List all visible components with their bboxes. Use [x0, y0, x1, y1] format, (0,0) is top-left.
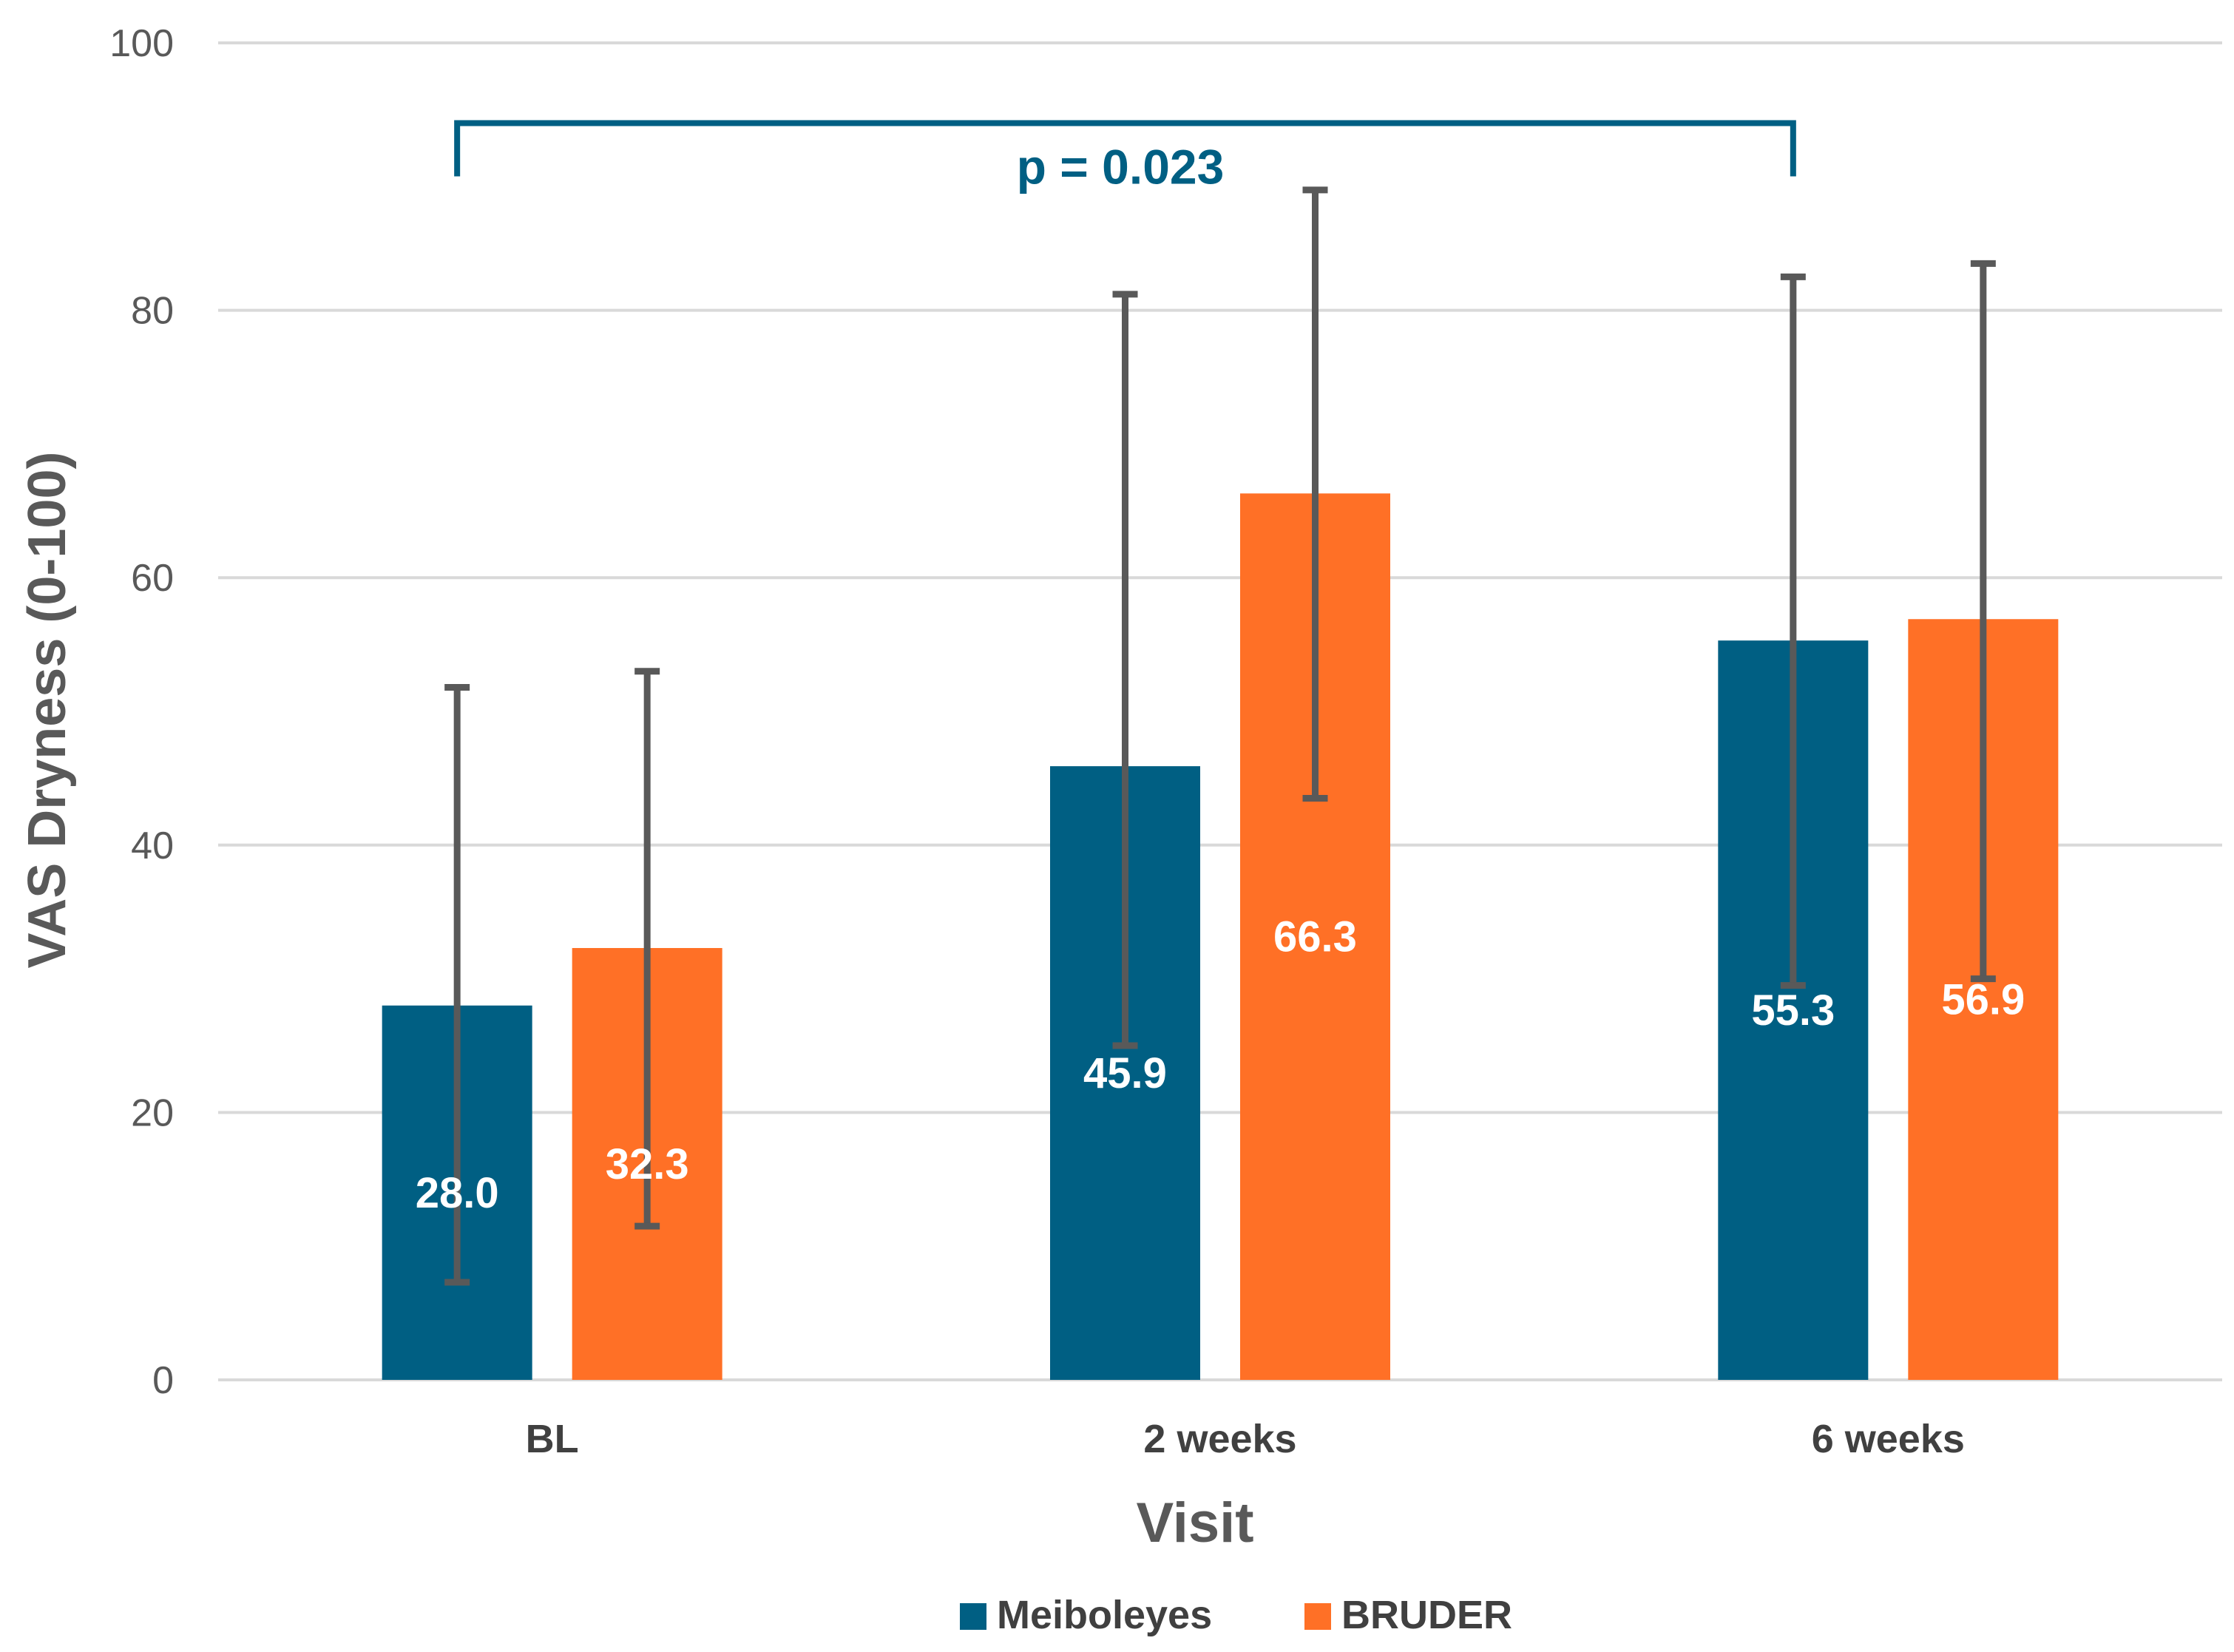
- significance-bracket: [454, 120, 1796, 177]
- data-labels: 28.0 45.9 55.3 32.3 66.3 56.9: [416, 913, 2025, 1217]
- y-tick-20: 20: [131, 1091, 174, 1134]
- legend-swatch-meiboleyes: [960, 1603, 986, 1630]
- error-bar-meiboleyes-0: [444, 683, 470, 1286]
- y-tick-80: 80: [131, 290, 174, 333]
- x-tick-labels: BL 2 weeks 6 weeks: [526, 1417, 1965, 1461]
- y-tick-60: 60: [131, 557, 174, 600]
- legend-label-bruder: BRUDER: [1341, 1593, 1512, 1637]
- error-bar-meiboleyes-2: [1780, 273, 1806, 989]
- y-tick-0: 0: [152, 1359, 174, 1402]
- data-label-bruder-1: 66.3: [1273, 913, 1357, 961]
- error-bar-bruder-2: [1970, 260, 1996, 983]
- data-label-meiboleyes-1: 45.9: [1083, 1049, 1167, 1097]
- x-tick-2: 6 weeks: [1812, 1417, 1965, 1461]
- x-tick-0: BL: [526, 1417, 579, 1461]
- error-bar-meiboleyes-1: [1112, 291, 1138, 1049]
- legend: Meiboleyes BRUDER: [960, 1593, 1512, 1637]
- x-tick-1: 2 weeks: [1143, 1417, 1296, 1461]
- data-label-bruder-2: 56.9: [1941, 976, 2025, 1024]
- legend-swatch-bruder: [1304, 1603, 1331, 1630]
- legend-label-meiboleyes: Meiboleyes: [997, 1593, 1212, 1637]
- y-tick-40: 40: [131, 825, 174, 867]
- significance-label: p = 0.023: [1017, 139, 1225, 194]
- error-bars: [444, 186, 1996, 1286]
- gridlines: [218, 41, 2222, 1381]
- error-bar-bruder-1: [1302, 186, 1328, 802]
- y-tick-labels: 0 20 40 60 80 100: [109, 22, 174, 1402]
- y-tick-100: 100: [109, 22, 174, 65]
- y-axis-title: VAS Dryness (0-100): [18, 452, 77, 969]
- data-label-meiboleyes-2: 55.3: [1751, 986, 1835, 1035]
- significance-annotation: p = 0.023: [454, 120, 1796, 194]
- x-axis-title: Visit: [1136, 1492, 1253, 1554]
- error-bar-bruder-0: [634, 668, 660, 1230]
- data-label-bruder-0: 32.3: [606, 1140, 689, 1188]
- bars: [382, 493, 2059, 1380]
- data-label-meiboleyes-0: 28.0: [416, 1169, 499, 1217]
